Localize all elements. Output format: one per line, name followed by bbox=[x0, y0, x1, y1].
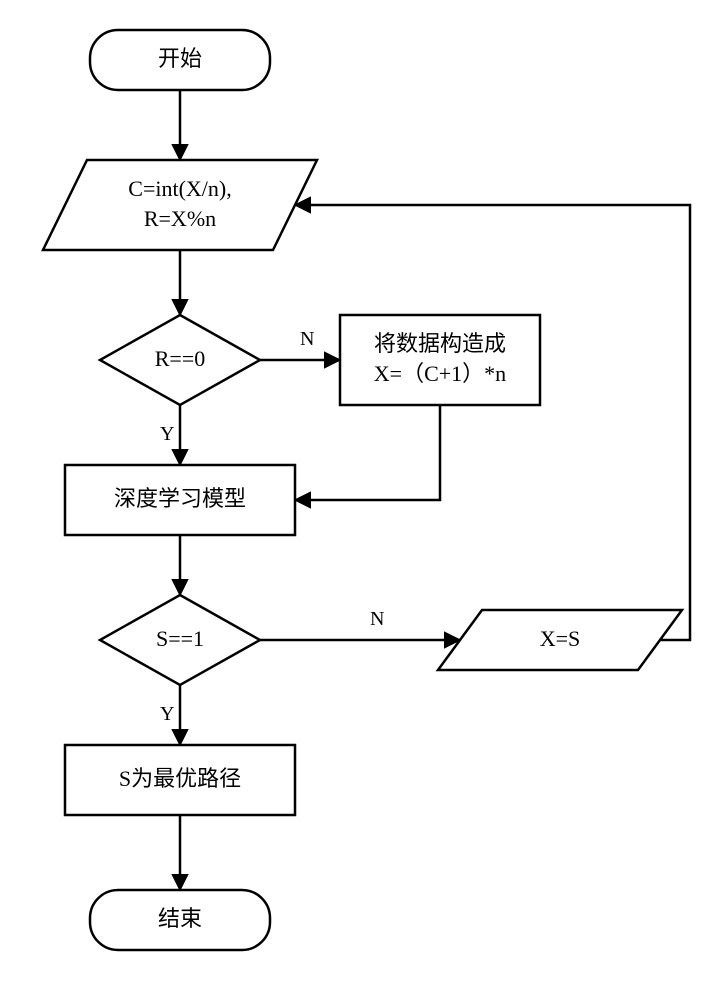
edge-label-r_yes: Y bbox=[160, 423, 174, 445]
node-pad bbox=[340, 315, 540, 405]
node-calc bbox=[43, 160, 317, 250]
svg-text:深度学习模型: 深度学习模型 bbox=[114, 486, 246, 511]
svg-text:C=int(X/n),: C=int(X/n), bbox=[128, 176, 231, 201]
svg-text:结束: 结束 bbox=[158, 906, 202, 931]
edge-label-s_yes: Y bbox=[160, 703, 174, 725]
edge-label-r_no: N bbox=[300, 328, 314, 350]
svg-text:R==0: R==0 bbox=[155, 346, 206, 371]
svg-text:S为最优路径: S为最优路径 bbox=[119, 766, 241, 791]
edge bbox=[295, 205, 690, 640]
svg-text:将数据构造成: 将数据构造成 bbox=[374, 331, 506, 356]
svg-text:S==1: S==1 bbox=[156, 626, 204, 651]
svg-text:开始: 开始 bbox=[158, 46, 202, 71]
svg-text:X=S: X=S bbox=[540, 626, 581, 651]
svg-text:X=（C+1）*n: X=（C+1）*n bbox=[374, 361, 506, 386]
edge bbox=[295, 405, 440, 500]
edge-label-s_no: N bbox=[370, 608, 384, 630]
svg-text:R=X%n: R=X%n bbox=[144, 206, 216, 231]
